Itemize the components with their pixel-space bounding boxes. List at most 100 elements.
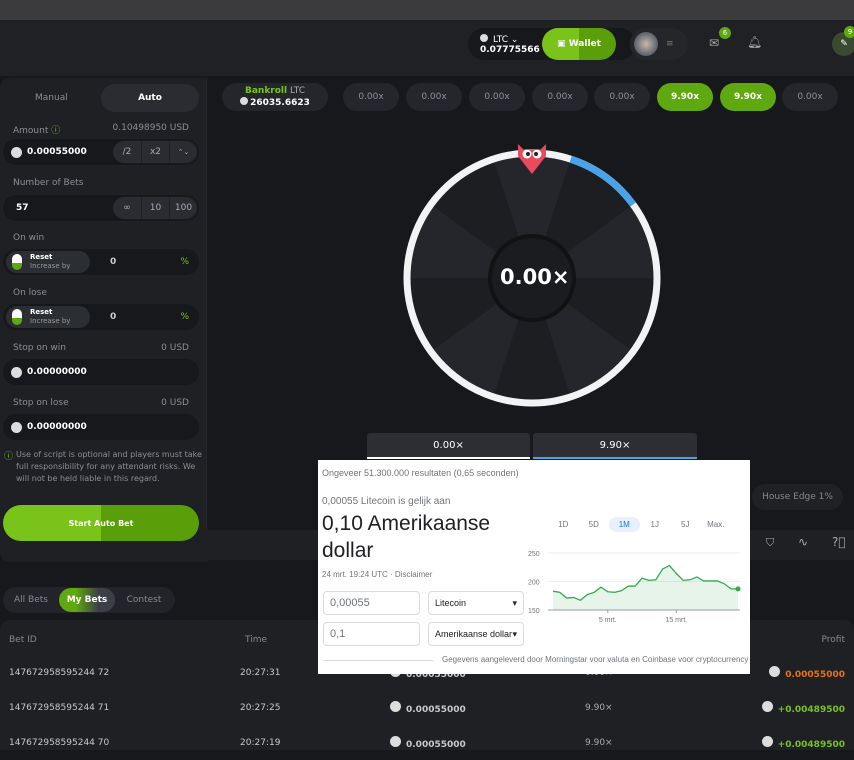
bankroll-value: 26035.6623: [250, 98, 310, 108]
ltc-icon: [762, 736, 773, 747]
ltc-icon: [769, 666, 780, 677]
range-1j[interactable]: 1J: [640, 517, 671, 532]
x-tick-label: 15 mrt.: [665, 617, 687, 624]
from-currency-select[interactable]: Litecoin▾: [428, 591, 524, 615]
tab-manual[interactable]: Manual: [35, 93, 68, 103]
amount-input[interactable]: 0.00055000 /2 x2 ⌃⌄: [3, 139, 199, 165]
on-lose-label: On lose: [13, 288, 47, 298]
history-pill[interactable]: 9.90x: [657, 83, 713, 111]
infinite-button[interactable]: ∞: [113, 197, 141, 219]
range-1m[interactable]: 1M: [609, 517, 640, 532]
stop-win-usd: 0 USD: [161, 343, 189, 353]
bet-payout: 9.90×: [585, 738, 613, 748]
amount-label: Amount: [13, 126, 48, 136]
to-currency: Amerikaanse dollar: [435, 629, 512, 639]
history-pill[interactable]: 9.90x: [720, 83, 776, 111]
stop-lose-label: Stop on lose: [13, 398, 69, 408]
history-pill[interactable]: 0.00x: [532, 83, 588, 111]
on-win-value: 0: [110, 257, 116, 267]
toggle-knob: [12, 309, 22, 325]
ltc-icon: [240, 97, 248, 105]
ten-button[interactable]: 10: [141, 197, 169, 219]
outcome-tab-win[interactable]: 9.90×: [533, 433, 697, 459]
stop-win-input[interactable]: 0.00000000: [3, 359, 199, 385]
history-pill[interactable]: 0.00x: [594, 83, 650, 111]
history-pill[interactable]: 0.00x: [782, 83, 838, 111]
table-row[interactable]: 147672958595244 70 20:27:19 0.00055000 9…: [0, 726, 854, 760]
wheel-multiplier: 0.00×: [500, 265, 564, 289]
browser-strip: [0, 0, 854, 20]
to-currency-select[interactable]: Amerikaanse dollar▾: [428, 622, 524, 646]
avatar[interactable]: [634, 32, 658, 56]
user-menu[interactable]: ≡: [630, 28, 688, 60]
result-count: Ongeveer 51.300.000 resultaten (0,65 sec…: [322, 468, 519, 478]
bet-time: 20:27:19: [240, 738, 280, 748]
on-lose-value: 0: [110, 312, 116, 322]
bet-id: 147672958595244 70: [9, 738, 109, 748]
timestamp: 24 mrt. 19:24 UTC · Disclaimer: [322, 570, 432, 579]
currency: LTC: [493, 35, 508, 45]
history-pill[interactable]: 0.00x: [469, 83, 525, 111]
increase-label: Increase by: [30, 317, 70, 325]
amount-value: 0.00055000: [27, 147, 87, 157]
help-icon: ⓘ: [4, 449, 13, 462]
stepper-icon[interactable]: ⌃⌄: [169, 141, 197, 163]
tab-all-bets[interactable]: All Bets: [3, 595, 59, 605]
price-point: [736, 586, 741, 591]
range-max[interactable]: Max.: [701, 517, 732, 532]
ltc-icon: [11, 147, 22, 158]
wallet-button[interactable]: ▣ Wallet: [542, 28, 616, 60]
range-5d[interactable]: 5D: [579, 517, 610, 532]
bell-icon[interactable]: 🔔︎: [747, 35, 762, 49]
tab-auto[interactable]: Auto: [101, 84, 199, 112]
half-button[interactable]: /2: [113, 141, 141, 163]
fairness-icon[interactable]: ⛉: [766, 536, 774, 550]
info-icon: ⓘ: [51, 126, 60, 136]
bets-label: Number of Bets: [13, 178, 83, 188]
mail-icon[interactable]: ✉: [709, 36, 719, 50]
stop-lose-input[interactable]: 0.00000000: [3, 414, 199, 440]
ltc-icon: [762, 701, 773, 712]
hundred-button[interactable]: 100: [169, 197, 197, 219]
col-profit: Profit: [822, 635, 845, 645]
tab-contest[interactable]: Contest: [115, 595, 173, 605]
help-circle-icon[interactable]: ?⃝: [832, 535, 846, 549]
divider: [323, 660, 433, 661]
history-pill[interactable]: 0.00x: [343, 83, 399, 111]
range-1d[interactable]: 1D: [548, 517, 579, 532]
to-amount-input[interactable]: [323, 622, 420, 646]
bankroll[interactable]: Bankroll LTC 26035.6623: [222, 83, 328, 111]
start-auto-bet-button[interactable]: Start Auto Bet: [3, 505, 199, 541]
house-edge-badge: House Edge 1%: [752, 484, 843, 510]
ltc-icon: [11, 422, 22, 433]
bet-profit: +0.00489500: [778, 740, 845, 750]
table-row[interactable]: 147672958595244 71 20:27:25 0.00055000 9…: [0, 691, 854, 725]
history-pill[interactable]: 0.00x: [406, 83, 462, 111]
from-amount-input[interactable]: [323, 591, 420, 615]
search-overlay: Ongeveer 51.300.000 resultaten (0,65 sec…: [318, 460, 750, 674]
header: LTC ⌄ 0.07775566 ▣ Wallet ≡ ✉ 6 🔔︎ ✎ 9: [0, 20, 854, 76]
stop-lose-value: 0.00000000: [27, 422, 87, 432]
stats-icon[interactable]: ∿: [798, 535, 808, 549]
reset-label: Reset: [30, 253, 52, 261]
bet-id: 147672958595244 72: [9, 668, 109, 678]
balance[interactable]: LTC ⌄ 0.07775566: [468, 34, 540, 55]
y-tick-label: 200: [528, 580, 540, 587]
double-button[interactable]: x2: [141, 141, 169, 163]
conversion-result: 0,10 Amerikaanse dollar: [322, 510, 522, 564]
outcome-tab-lose[interactable]: 0.00×: [367, 433, 530, 459]
y-tick-label: 250: [528, 551, 540, 558]
bet-amount: 0.00055000: [406, 705, 466, 715]
range-5j[interactable]: 5J: [670, 517, 701, 532]
y-tick-label: 150: [528, 608, 540, 615]
bets-input[interactable]: 57 ∞ 10 100: [3, 195, 199, 221]
tab-my-bets[interactable]: My Bets: [59, 588, 115, 612]
col-bet-id: Bet ID: [9, 635, 37, 645]
bets-tabs: All Bets My Bets Contest: [3, 587, 175, 613]
conversion-label: 0,00055 Litecoin is gelijk aan: [322, 496, 450, 507]
